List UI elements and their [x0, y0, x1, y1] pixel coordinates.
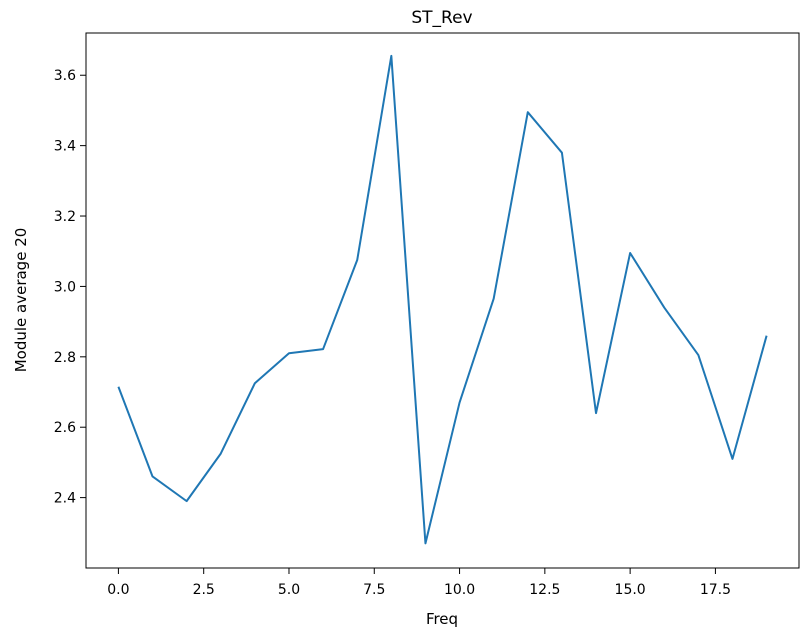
series-line: [117, 54, 768, 545]
plot-area: [85, 32, 800, 569]
y-axis-label: Module average 20: [12, 228, 30, 373]
y-tick-label: 3.2: [54, 209, 76, 225]
y-tick-label: 2.6: [54, 420, 76, 436]
y-axis-ticks: 2.4 2.6 2.8 3.0 3.2 3.4 3.6: [54, 68, 86, 507]
x-axis-label: Freq: [426, 610, 458, 628]
x-tick-label: 10.0: [444, 582, 475, 598]
chart-title: ST_Rev: [411, 8, 472, 28]
x-axis-ticks: 0.0 2.5 5.0 7.5 10.0 12.5 15.0 17.5: [107, 568, 731, 598]
x-tick-label: 0.0: [107, 582, 129, 598]
series-layer: [117, 54, 768, 545]
x-tick-label: 2.5: [193, 582, 215, 598]
x-tick-label: 5.0: [278, 582, 300, 598]
y-tick-label: 3.6: [54, 68, 76, 84]
y-tick-label: 2.4: [54, 491, 76, 507]
y-tick-label: 3.0: [54, 279, 76, 295]
x-tick-label: 12.5: [529, 582, 560, 598]
x-tick-label: 15.0: [615, 582, 646, 598]
x-tick-label: 7.5: [363, 582, 385, 598]
y-tick-label: 3.4: [54, 139, 76, 155]
x-tick-label: 17.5: [700, 582, 731, 598]
y-tick-label: 2.8: [54, 350, 76, 366]
